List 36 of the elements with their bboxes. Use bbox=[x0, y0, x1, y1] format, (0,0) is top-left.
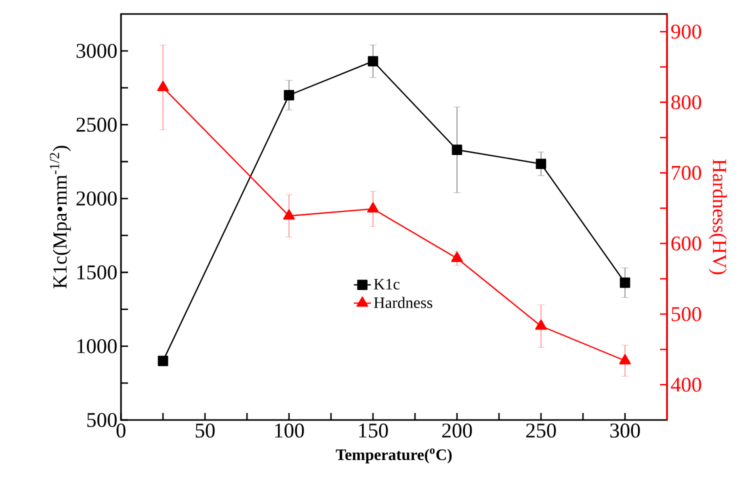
x-tick-label: 100 bbox=[275, 424, 304, 438]
y2-tick-label: 900 bbox=[671, 24, 702, 39]
y2-tick-label: 700 bbox=[672, 166, 702, 180]
y-tick-label: 1000 bbox=[77, 339, 117, 354]
point bbox=[619, 354, 631, 364]
x-tick-label: 150 bbox=[359, 424, 388, 438]
y-axis-title: K1c(Mpa•mm$^{-1/2}$) bbox=[50, 146, 71, 288]
point bbox=[536, 158, 546, 169]
y2-tick-label: 400 bbox=[670, 378, 702, 392]
y-tick-label: 2000 bbox=[76, 191, 117, 206]
point bbox=[158, 356, 168, 366]
point bbox=[452, 144, 462, 155]
x-tick-label: 300 bbox=[610, 424, 640, 438]
point bbox=[284, 90, 294, 100]
legend-label: K1c bbox=[374, 278, 400, 290]
point bbox=[283, 209, 295, 220]
y2-tick-label: 600 bbox=[671, 236, 702, 251]
point bbox=[157, 80, 169, 92]
y2-axis-title: Hardness(HV) bbox=[708, 159, 727, 274]
point bbox=[451, 252, 463, 262]
y2-tick-label: 800 bbox=[671, 95, 702, 110]
point bbox=[368, 56, 378, 66]
point bbox=[367, 202, 379, 213]
x-axis-title: Temperature($^{o}$C) bbox=[336, 448, 452, 464]
y-tick-label: 2500 bbox=[76, 118, 117, 132]
y-tick-label: 1500 bbox=[77, 265, 117, 280]
x-tick-label: 0 bbox=[116, 424, 126, 438]
point bbox=[535, 319, 547, 330]
y-tick-label: 3000 bbox=[76, 44, 117, 58]
x-tick-label: 200 bbox=[442, 424, 472, 438]
y2-tick-label: 500 bbox=[672, 307, 702, 322]
legend-label: Hardness bbox=[374, 296, 432, 308]
x-tick-label: 50 bbox=[196, 424, 215, 438]
x-tick-label: 250 bbox=[526, 424, 556, 438]
point bbox=[620, 278, 630, 288]
y-tick-label: 500 bbox=[87, 412, 117, 428]
